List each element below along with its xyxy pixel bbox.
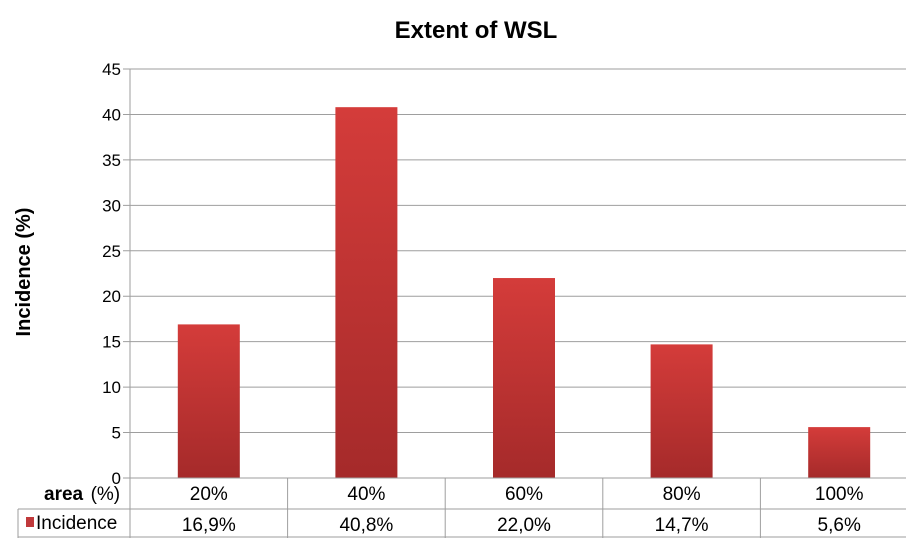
data-label: 16,9%	[182, 515, 236, 536]
x-tick-label: 100%	[815, 484, 864, 505]
bar	[493, 278, 555, 478]
bars	[177, 107, 871, 478]
y-tick-label: 30	[102, 196, 121, 215]
x-axis-label: area (%)	[44, 484, 120, 505]
y-tick-label: 20	[102, 287, 121, 306]
y-tick-label: 15	[102, 333, 121, 352]
data-label: 40,8%	[339, 515, 393, 536]
data-label: 5,6%	[818, 515, 861, 536]
y-tick-label: 10	[102, 378, 121, 397]
legend-key	[26, 517, 34, 527]
bar	[650, 344, 713, 478]
data-label: 14,7%	[655, 515, 709, 536]
y-tick-label: 0	[112, 469, 121, 488]
y-tick-label: 45	[102, 60, 121, 79]
y-tick-label: 25	[102, 242, 121, 261]
bar	[177, 324, 240, 478]
y-axis-label: Incidence (%)	[13, 208, 35, 337]
bar	[808, 427, 871, 478]
x-tick-label: 60%	[505, 484, 543, 505]
x-tick-label: 80%	[663, 484, 701, 505]
y-tick-labels: 0 5 10 15 20 25 30 35 40 45	[102, 60, 121, 488]
gridlines	[123, 68, 906, 478]
x-tick-label: 40%	[347, 484, 385, 505]
legend-series-name: Incidence	[36, 513, 117, 534]
x-tick-label: 20%	[190, 484, 228, 505]
y-tick-label: 35	[102, 151, 121, 170]
data-label: 22,0%	[497, 515, 551, 536]
y-tick-label: 5	[112, 424, 121, 443]
bar	[335, 107, 398, 478]
data-table: area (%) Incidence 20% 16,9% 40% 40,8% 60% 22…	[17, 477, 906, 538]
y-tick-label: 40	[102, 105, 121, 124]
chart-title: Extent of WSL	[395, 17, 558, 44]
